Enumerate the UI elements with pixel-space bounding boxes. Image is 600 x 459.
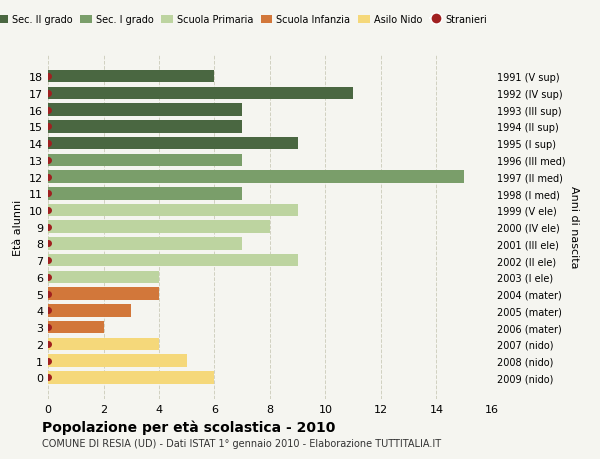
Bar xyxy=(48,354,187,367)
Bar xyxy=(48,238,242,250)
Bar xyxy=(48,154,242,167)
Bar xyxy=(48,171,464,184)
Bar xyxy=(48,204,298,217)
Bar xyxy=(48,121,242,133)
Bar xyxy=(48,188,242,200)
Bar xyxy=(48,288,159,300)
Bar xyxy=(48,87,353,100)
Bar xyxy=(48,221,270,234)
Y-axis label: Età alunni: Età alunni xyxy=(13,199,23,255)
Y-axis label: Anni di nascita: Anni di nascita xyxy=(569,186,580,269)
Bar xyxy=(48,138,298,150)
Text: COMUNE DI RESIA (UD) - Dati ISTAT 1° gennaio 2010 - Elaborazione TUTTITALIA.IT: COMUNE DI RESIA (UD) - Dati ISTAT 1° gen… xyxy=(42,438,441,448)
Text: Popolazione per età scolastica - 2010: Popolazione per età scolastica - 2010 xyxy=(42,420,335,435)
Bar xyxy=(48,371,215,384)
Bar xyxy=(48,321,104,334)
Bar xyxy=(48,304,131,317)
Bar xyxy=(48,104,242,117)
Bar xyxy=(48,338,159,350)
Bar xyxy=(48,71,215,83)
Bar xyxy=(48,254,298,267)
Bar xyxy=(48,271,159,284)
Legend: Sec. II grado, Sec. I grado, Scuola Primaria, Scuola Infanzia, Asilo Nido, Stran: Sec. II grado, Sec. I grado, Scuola Prim… xyxy=(0,15,487,25)
